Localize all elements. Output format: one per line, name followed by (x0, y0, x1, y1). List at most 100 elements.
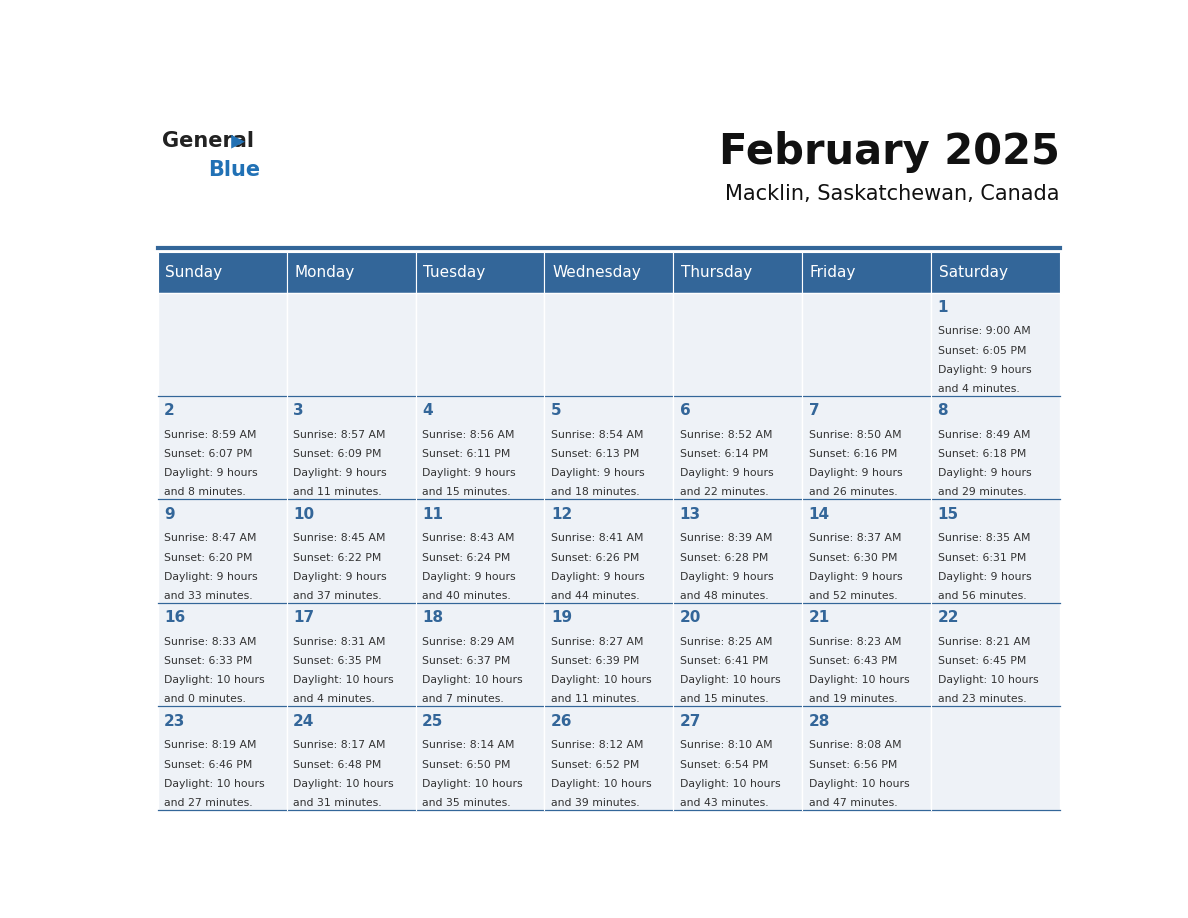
Text: Sunrise: 8:21 AM: Sunrise: 8:21 AM (937, 637, 1030, 647)
Text: Sunrise: 8:39 AM: Sunrise: 8:39 AM (680, 533, 772, 543)
Text: and 35 minutes.: and 35 minutes. (422, 798, 511, 808)
Bar (544, 252, 674, 293)
Bar (416, 252, 544, 293)
Text: Daylight: 10 hours: Daylight: 10 hours (680, 676, 781, 685)
Text: Sunset: 6:24 PM: Sunset: 6:24 PM (422, 553, 511, 563)
Text: Sunset: 6:28 PM: Sunset: 6:28 PM (680, 553, 769, 563)
Text: and 27 minutes.: and 27 minutes. (164, 798, 253, 808)
Text: 23: 23 (164, 713, 185, 729)
Text: Sunset: 6:09 PM: Sunset: 6:09 PM (293, 449, 381, 459)
Text: 28: 28 (809, 713, 830, 729)
Text: Sunrise: 8:45 AM: Sunrise: 8:45 AM (293, 533, 386, 543)
Text: Sunrise: 8:57 AM: Sunrise: 8:57 AM (293, 430, 386, 440)
Text: Sunset: 6:18 PM: Sunset: 6:18 PM (937, 449, 1026, 459)
Text: Daylight: 9 hours: Daylight: 9 hours (293, 572, 386, 582)
Text: Sunset: 6:30 PM: Sunset: 6:30 PM (809, 553, 897, 563)
Text: ◀: ◀ (232, 131, 245, 150)
Text: Daylight: 9 hours: Daylight: 9 hours (551, 468, 644, 478)
Text: 16: 16 (164, 610, 185, 625)
Text: 9: 9 (164, 507, 175, 521)
Text: Sunset: 6:37 PM: Sunset: 6:37 PM (422, 656, 511, 666)
Text: 18: 18 (422, 610, 443, 625)
Text: 1: 1 (937, 299, 948, 315)
Text: Macklin, Saskatchewan, Canada: Macklin, Saskatchewan, Canada (726, 185, 1060, 205)
Text: Sunrise: 8:33 AM: Sunrise: 8:33 AM (164, 637, 257, 647)
Bar (802, 252, 931, 293)
Bar (544, 499, 674, 603)
Bar (674, 293, 802, 396)
Text: 19: 19 (551, 610, 571, 625)
Text: and 29 minutes.: and 29 minutes. (937, 487, 1026, 498)
Text: Sunset: 6:48 PM: Sunset: 6:48 PM (293, 759, 381, 769)
Text: 24: 24 (293, 713, 315, 729)
Text: Sunset: 6:46 PM: Sunset: 6:46 PM (164, 759, 253, 769)
Text: Sunrise: 8:08 AM: Sunrise: 8:08 AM (809, 741, 902, 750)
Text: and 18 minutes.: and 18 minutes. (551, 487, 639, 498)
Bar (544, 396, 674, 499)
Text: and 40 minutes.: and 40 minutes. (422, 591, 511, 601)
Text: Daylight: 9 hours: Daylight: 9 hours (937, 364, 1031, 375)
Text: Sunset: 6:33 PM: Sunset: 6:33 PM (164, 656, 253, 666)
Text: and 11 minutes.: and 11 minutes. (551, 694, 639, 704)
Text: Daylight: 10 hours: Daylight: 10 hours (937, 676, 1038, 685)
Text: and 48 minutes.: and 48 minutes. (680, 591, 769, 601)
Text: Wednesday: Wednesday (552, 264, 640, 279)
Bar (931, 603, 1060, 707)
Text: 27: 27 (680, 713, 701, 729)
Bar (158, 252, 286, 293)
Text: 8: 8 (937, 403, 948, 418)
Bar (931, 252, 1060, 293)
Bar (158, 293, 286, 396)
Text: and 31 minutes.: and 31 minutes. (293, 798, 381, 808)
Text: and 37 minutes.: and 37 minutes. (293, 591, 381, 601)
Bar (416, 707, 544, 810)
Text: 13: 13 (680, 507, 701, 521)
Bar (674, 396, 802, 499)
Text: Sunrise: 8:12 AM: Sunrise: 8:12 AM (551, 741, 644, 750)
Text: Daylight: 9 hours: Daylight: 9 hours (293, 468, 386, 478)
Text: Daylight: 9 hours: Daylight: 9 hours (551, 572, 644, 582)
Text: Daylight: 9 hours: Daylight: 9 hours (680, 468, 773, 478)
Text: Sunset: 6:39 PM: Sunset: 6:39 PM (551, 656, 639, 666)
Text: 12: 12 (551, 507, 573, 521)
Text: Daylight: 9 hours: Daylight: 9 hours (937, 468, 1031, 478)
Text: Daylight: 10 hours: Daylight: 10 hours (164, 778, 265, 789)
Text: Sunrise: 8:35 AM: Sunrise: 8:35 AM (937, 533, 1030, 543)
Text: Sunset: 6:13 PM: Sunset: 6:13 PM (551, 449, 639, 459)
Text: Sunrise: 8:43 AM: Sunrise: 8:43 AM (422, 533, 514, 543)
Text: and 23 minutes.: and 23 minutes. (937, 694, 1026, 704)
Text: 3: 3 (293, 403, 304, 418)
Text: 11: 11 (422, 507, 443, 521)
Text: Sunset: 6:41 PM: Sunset: 6:41 PM (680, 656, 769, 666)
Text: Tuesday: Tuesday (423, 264, 486, 279)
Text: Sunset: 6:11 PM: Sunset: 6:11 PM (422, 449, 511, 459)
Text: and 0 minutes.: and 0 minutes. (164, 694, 246, 704)
Text: Sunrise: 8:19 AM: Sunrise: 8:19 AM (164, 741, 257, 750)
Bar (802, 293, 931, 396)
Text: and 19 minutes.: and 19 minutes. (809, 694, 897, 704)
Text: Sunset: 6:35 PM: Sunset: 6:35 PM (293, 656, 381, 666)
Text: Sunrise: 8:56 AM: Sunrise: 8:56 AM (422, 430, 514, 440)
Text: Sunrise: 8:23 AM: Sunrise: 8:23 AM (809, 637, 902, 647)
Text: Sunset: 6:52 PM: Sunset: 6:52 PM (551, 759, 639, 769)
Text: Daylight: 10 hours: Daylight: 10 hours (422, 778, 523, 789)
Text: Daylight: 9 hours: Daylight: 9 hours (422, 468, 516, 478)
Bar (931, 499, 1060, 603)
Text: Daylight: 9 hours: Daylight: 9 hours (164, 572, 258, 582)
Bar (544, 603, 674, 707)
Text: 6: 6 (680, 403, 690, 418)
Bar (674, 499, 802, 603)
Text: Sunset: 6:50 PM: Sunset: 6:50 PM (422, 759, 511, 769)
Text: 2: 2 (164, 403, 175, 418)
Text: Sunrise: 8:50 AM: Sunrise: 8:50 AM (809, 430, 902, 440)
Text: and 43 minutes.: and 43 minutes. (680, 798, 769, 808)
Bar (674, 603, 802, 707)
Text: and 26 minutes.: and 26 minutes. (809, 487, 897, 498)
Text: Daylight: 10 hours: Daylight: 10 hours (422, 676, 523, 685)
Text: Sunrise: 8:41 AM: Sunrise: 8:41 AM (551, 533, 644, 543)
Text: Sunrise: 8:47 AM: Sunrise: 8:47 AM (164, 533, 257, 543)
Text: Sunrise: 8:59 AM: Sunrise: 8:59 AM (164, 430, 257, 440)
Text: and 47 minutes.: and 47 minutes. (809, 798, 897, 808)
Bar (802, 707, 931, 810)
Bar (158, 603, 286, 707)
